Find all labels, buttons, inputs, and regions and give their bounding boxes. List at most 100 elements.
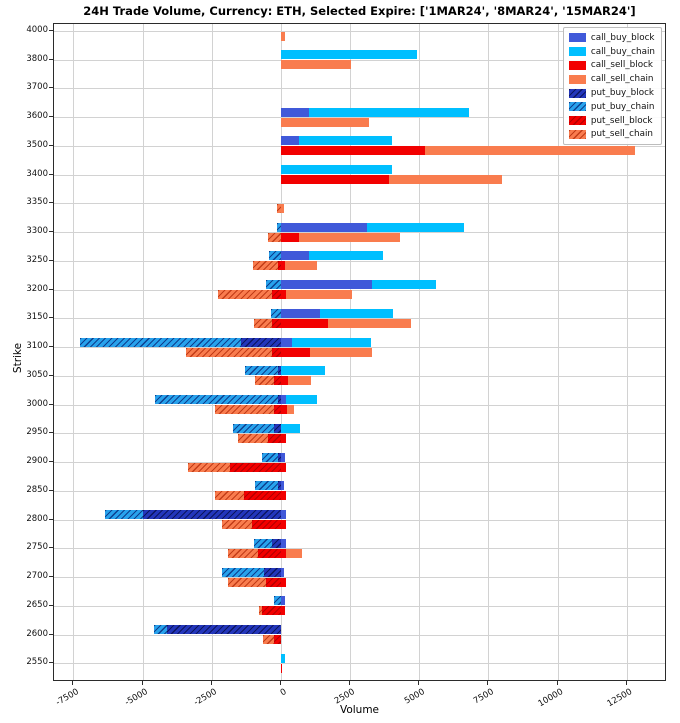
y-tick-mark xyxy=(49,202,53,204)
bar-segment-put_sell_block xyxy=(278,261,281,271)
bar-segment-call_buy_block xyxy=(280,538,286,548)
x-tick-mark xyxy=(487,681,489,685)
legend-item: call_sell_chain xyxy=(568,72,655,86)
bar-segment-call_sell_block xyxy=(280,318,328,328)
bar-segment-put_buy_block xyxy=(278,481,281,491)
gridline-horizontal xyxy=(54,462,665,464)
bar-segment-put_sell_block xyxy=(243,491,281,501)
y-tick-label: 2900 xyxy=(26,456,48,467)
y-tick-label: 3000 xyxy=(26,398,48,409)
bar-segment-put_buy_chain xyxy=(254,538,272,548)
bar-segment-call_buy_block xyxy=(280,481,284,491)
x-tick-mark xyxy=(141,681,143,685)
y-tick-label: 4000 xyxy=(26,25,48,35)
bar-segment-call_sell_chain xyxy=(285,290,352,300)
y-tick-label: 3250 xyxy=(26,254,48,265)
y-tick-mark xyxy=(49,116,53,118)
gridline-horizontal xyxy=(54,663,665,665)
bar-segment-put_buy_chain xyxy=(254,481,279,491)
x-tick-label: 0 xyxy=(278,687,288,699)
bar-segment-call_sell_block xyxy=(280,548,286,558)
bar-segment-put_buy_chain xyxy=(155,395,279,405)
y-tick-mark xyxy=(49,518,53,520)
bar-segment-call_sell_chain xyxy=(280,203,284,213)
bar-segment-call_buy_block xyxy=(280,107,309,117)
bar-segment-put_buy_block xyxy=(278,366,281,376)
bar-segment-call_buy_chain xyxy=(319,308,393,318)
bar-segment-put_sell_block xyxy=(273,405,281,415)
bar-segment-call_buy_block xyxy=(280,567,284,577)
bar-segment-put_sell_chain xyxy=(221,520,252,530)
bar-segment-call_sell_block xyxy=(280,577,286,587)
bar-segment-put_buy_block xyxy=(264,567,281,577)
bar-segment-put_buy_chain xyxy=(276,222,281,232)
legend-swatch-icon xyxy=(568,33,586,43)
bar-segment-call_buy_chain xyxy=(292,337,371,347)
bar-segment-call_sell_block xyxy=(280,347,310,357)
bar-segment-put_sell_chain xyxy=(238,433,268,443)
bar-segment-put_buy_chain xyxy=(265,280,281,290)
bar-segment-put_sell_block xyxy=(273,376,281,386)
x-tick-mark xyxy=(625,681,627,685)
gridline-horizontal xyxy=(54,577,665,579)
bar-segment-call_sell_chain xyxy=(298,232,400,242)
bar-segment-put_buy_block xyxy=(167,625,281,635)
bar-segment-call_buy_chain xyxy=(372,280,436,290)
y-tick-mark xyxy=(49,547,53,549)
y-tick-label: 2550 xyxy=(26,657,48,668)
y-tick-label: 2750 xyxy=(26,542,48,553)
bar-segment-call_sell_chain xyxy=(280,117,370,127)
bar-segment-put_sell_chain xyxy=(268,232,281,242)
bar-segment-call_buy_block xyxy=(280,222,367,232)
bar-segment-call_buy_block xyxy=(280,251,309,261)
bar-segment-put_sell_block xyxy=(251,520,281,530)
bar-segment-put_sell_chain xyxy=(186,347,272,357)
bar-segment-put_buy_block xyxy=(271,538,281,548)
gridline-horizontal xyxy=(54,548,665,550)
bar-segment-put_buy_block xyxy=(142,510,281,520)
bar-segment-call_buy_chain xyxy=(280,165,392,175)
bar-segment-put_buy_block xyxy=(278,395,281,405)
y-tick-label: 3600 xyxy=(26,111,48,122)
bar-segment-call_buy_chain xyxy=(308,251,384,261)
legend-label: call_sell_block xyxy=(590,60,654,71)
y-tick-mark xyxy=(49,576,53,578)
gridline-vertical xyxy=(488,24,490,680)
gridline-horizontal xyxy=(54,433,665,435)
gridline-vertical xyxy=(142,24,144,680)
y-tick-mark xyxy=(49,461,53,463)
y-tick-mark xyxy=(49,30,53,31)
bar-segment-call_sell_chain xyxy=(287,405,294,415)
bar-segment-put_sell_chain xyxy=(228,548,258,558)
y-tick-mark xyxy=(49,633,53,635)
bar-segment-call_sell_block xyxy=(280,433,287,443)
bar-segment-put_sell_chain xyxy=(276,203,281,213)
gridline-horizontal xyxy=(54,59,665,61)
y-tick-mark xyxy=(49,489,53,491)
legend: call_buy_block call_buy_chain call_sell_bl… xyxy=(562,27,662,146)
bar-segment-call_buy_chain xyxy=(298,136,392,146)
bar-segment-call_sell_block xyxy=(280,520,286,530)
bar-segment-put_buy_block xyxy=(278,452,281,462)
x-tick-mark xyxy=(556,681,558,685)
y-tick-label: 2700 xyxy=(26,571,48,582)
bar-segment-put_sell_chain xyxy=(215,491,244,501)
gridline-horizontal xyxy=(54,260,665,262)
y-tick-mark xyxy=(49,317,53,319)
y-tick-label: 3200 xyxy=(26,283,48,294)
y-tick-label: 2800 xyxy=(26,513,48,524)
bar-segment-call_buy_block xyxy=(280,452,285,462)
bar-segment-call_sell_chain xyxy=(424,146,636,156)
legend-swatch-icon xyxy=(568,74,586,84)
y-tick-label: 3050 xyxy=(26,369,48,380)
y-tick-label: 3800 xyxy=(26,53,48,64)
y-tick-mark xyxy=(49,374,53,376)
y-tick-label: 3500 xyxy=(26,139,48,150)
legend-label: call_sell_chain xyxy=(590,74,654,85)
bar-segment-call_buy_chain xyxy=(280,423,300,433)
y-tick-mark xyxy=(49,432,53,434)
bar-segment-put_sell_block xyxy=(257,548,281,558)
bar-segment-call_sell_chain xyxy=(285,548,302,558)
y-tick-mark xyxy=(49,58,53,60)
bar-segment-call_sell_block xyxy=(280,405,287,415)
